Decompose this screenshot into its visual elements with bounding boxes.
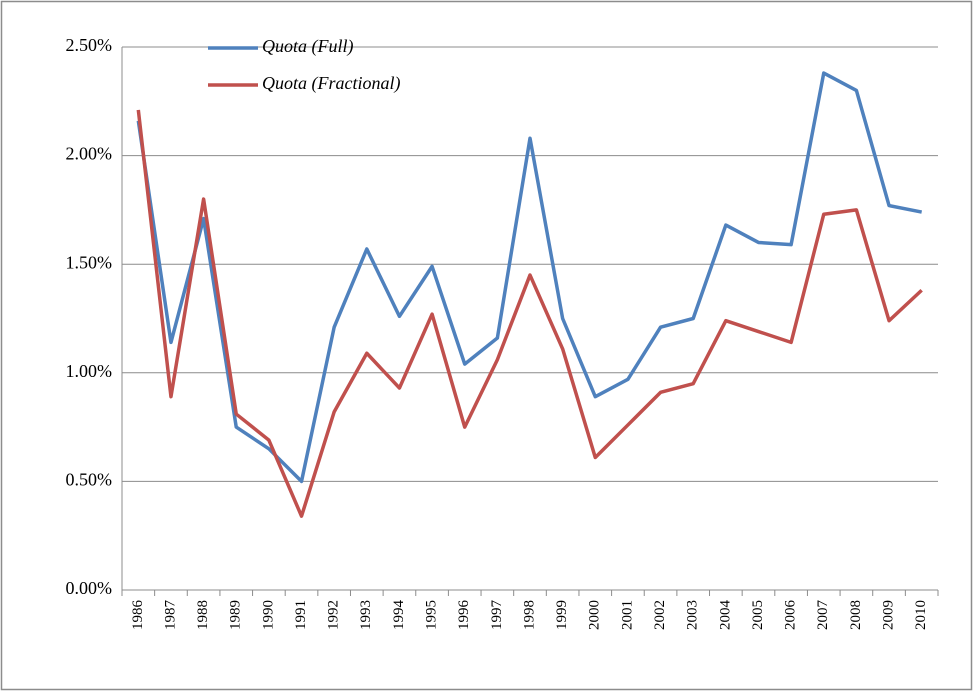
legend-label: Quota (Fractional)	[262, 73, 400, 94]
series-line	[136, 109, 923, 518]
x-tick-label: 1990	[260, 600, 276, 630]
x-tick-label: 1989	[228, 600, 244, 630]
x-tick-label: 2005	[750, 600, 766, 630]
x-tick-label: 2007	[815, 600, 831, 631]
x-tick-label: 2009	[880, 600, 896, 630]
x-tick-label: 2002	[652, 600, 668, 630]
x-tick-label: 2008	[848, 600, 864, 630]
x-tick-label: 1996	[456, 600, 472, 631]
y-tick-label: 1.00%	[66, 361, 113, 381]
legend: Quota (Full) Quota (Fractional)	[208, 36, 400, 94]
x-tick-label: 2003	[685, 600, 701, 630]
x-tick-label: 1988	[195, 600, 211, 630]
x-tick-label: 1987	[162, 600, 178, 631]
y-tick-label: 0.00%	[66, 578, 113, 598]
y-tick-label: 1.50%	[66, 252, 113, 272]
x-tick-label: 2000	[587, 600, 603, 630]
legend-label: Quota (Full)	[262, 36, 354, 57]
x-tick-label: 1998	[521, 600, 537, 630]
x-tick-label: 1992	[326, 600, 342, 630]
y-tick-label: 2.00%	[66, 144, 113, 164]
x-tick-label: 2010	[913, 600, 929, 630]
y-tick-label: 2.50%	[66, 35, 113, 55]
x-tick-label: 2001	[619, 600, 635, 630]
x-tick-label: 1994	[391, 600, 407, 631]
x-tick-label: 2004	[717, 600, 733, 631]
series-line	[136, 71, 923, 484]
x-tick-label: 1999	[554, 600, 570, 630]
y-tick-label: 0.50%	[66, 470, 113, 490]
x-tick-label: 1986	[130, 600, 146, 631]
x-tick-label: 1995	[424, 600, 440, 630]
x-tick-label: 1993	[358, 600, 374, 630]
x-tick-label: 2006	[783, 600, 799, 631]
x-tick-label: 1997	[489, 600, 505, 631]
x-tick-label: 1991	[293, 600, 309, 630]
